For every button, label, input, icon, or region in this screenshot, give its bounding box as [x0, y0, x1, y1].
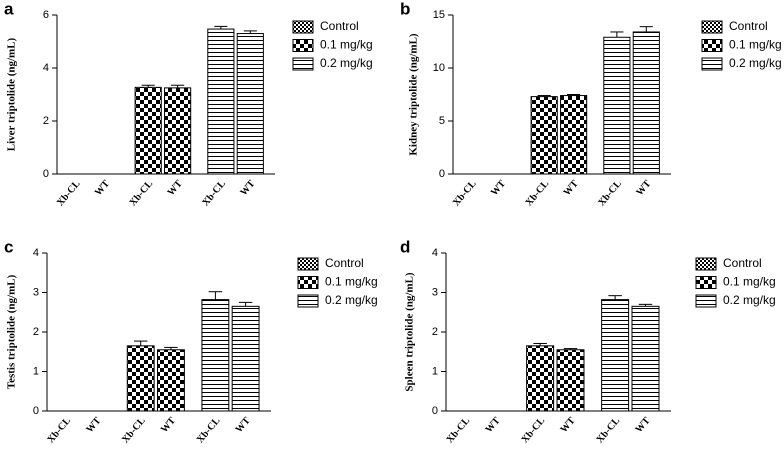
bar [632, 31, 660, 175]
panel-label: b [400, 0, 410, 18]
bar [530, 96, 558, 175]
y-tick-label: 5 [439, 115, 445, 127]
legend-swatch [292, 39, 314, 52]
legend-label: Control [729, 19, 768, 33]
legend-label: Control [320, 19, 359, 33]
bar [236, 33, 264, 175]
legend-swatch [292, 57, 314, 71]
y-tick-label: 10 [433, 62, 445, 74]
legend-label: 0.2 mg/kg [723, 293, 776, 307]
x-tick-label: WT [166, 178, 185, 198]
x-tick-label: Xb-CL [596, 178, 624, 208]
bar [126, 345, 155, 412]
x-tick-label: WT [93, 178, 112, 198]
x-tick-label: Xb-CL [195, 415, 223, 445]
y-tick-label: 4 [43, 62, 49, 74]
x-tick-label: WT [562, 178, 581, 198]
x-tick-label: Xb-CL [200, 178, 228, 208]
y-tick-label: 0 [432, 405, 438, 417]
y-tick-label: 3 [33, 286, 39, 298]
legend-label: 0.2 mg/kg [325, 293, 378, 307]
bar [631, 305, 660, 412]
bar [157, 349, 185, 412]
legend-swatch [695, 276, 717, 289]
legend-swatch [297, 294, 319, 308]
legend-swatch [695, 257, 717, 271]
x-tick-label: WT [238, 178, 257, 198]
x-tick-label: WT [84, 415, 103, 435]
y-axis-label: Spleen triptolide (ng/mL) [404, 272, 416, 392]
bar [134, 86, 162, 175]
y-tick-label: 4 [33, 247, 39, 259]
x-tick-label: WT [234, 415, 253, 435]
panel-label: c [4, 237, 13, 256]
legend-swatch [297, 276, 319, 289]
y-axis-label: Kidney triptolide (ng/mL) [408, 33, 420, 156]
x-tick-label: WT [489, 178, 508, 198]
legend-label: 0.1 mg/kg [729, 38, 782, 52]
x-tick-label: Xb-CL [519, 415, 547, 445]
y-tick-label: 3 [432, 286, 438, 298]
x-tick-label: Xb-CL [444, 415, 472, 445]
legend-label: 0.2 mg/kg [320, 56, 373, 70]
legend-label: 0.1 mg/kg [723, 275, 776, 289]
bar [556, 349, 585, 412]
y-tick-label: 0 [33, 405, 39, 417]
y-tick-label: 1 [33, 365, 39, 377]
y-tick-label: 6 [43, 9, 49, 21]
y-axis-label: Liver triptolide (ng/mL) [6, 37, 18, 151]
x-tick-label: Xb-CL [45, 415, 73, 445]
x-tick-label: WT [634, 178, 653, 198]
legend-swatch [297, 257, 319, 271]
x-tick-label: WT [159, 415, 178, 435]
legend-label: 0.2 mg/kg [729, 56, 782, 70]
bar [601, 299, 630, 412]
bar [526, 345, 555, 412]
bar [164, 87, 192, 175]
legend-swatch [701, 39, 723, 52]
legend-label: 0.1 mg/kg [325, 275, 378, 289]
x-tick-label: Xb-CL [55, 178, 83, 208]
y-axis-label: Testis triptolide (ng/mL) [6, 274, 18, 389]
legend-label: Control [723, 256, 762, 270]
y-tick-label: 2 [432, 326, 438, 338]
legend-swatch [695, 294, 717, 308]
y-tick-label: 4 [432, 247, 438, 259]
bar [603, 36, 631, 175]
y-tick-label: 2 [33, 326, 39, 338]
x-tick-label: WT [483, 415, 502, 435]
y-tick-label: 0 [43, 168, 49, 180]
panel-label: d [400, 237, 410, 256]
y-tick-label: 1 [432, 365, 438, 377]
y-tick-label: 0 [439, 168, 445, 180]
x-tick-label: WT [558, 415, 577, 435]
legend-swatch [701, 57, 723, 71]
x-tick-label: WT [633, 415, 652, 435]
x-tick-label: Xb-CL [128, 178, 156, 208]
y-tick-label: 15 [433, 9, 445, 21]
x-tick-label: Xb-CL [594, 415, 622, 445]
x-tick-label: Xb-CL [120, 415, 148, 445]
legend-label: 0.1 mg/kg [320, 38, 373, 52]
legend-swatch [701, 20, 723, 34]
bar [207, 28, 235, 175]
x-tick-label: Xb-CL [451, 178, 479, 208]
legend-label: Control [325, 256, 364, 270]
y-tick-label: 2 [43, 115, 49, 127]
x-tick-label: Xb-CL [524, 178, 552, 208]
legend-swatch [292, 20, 314, 34]
bar [231, 305, 260, 412]
panel-label: a [4, 0, 14, 18]
bar [560, 95, 588, 175]
bar [201, 299, 230, 412]
